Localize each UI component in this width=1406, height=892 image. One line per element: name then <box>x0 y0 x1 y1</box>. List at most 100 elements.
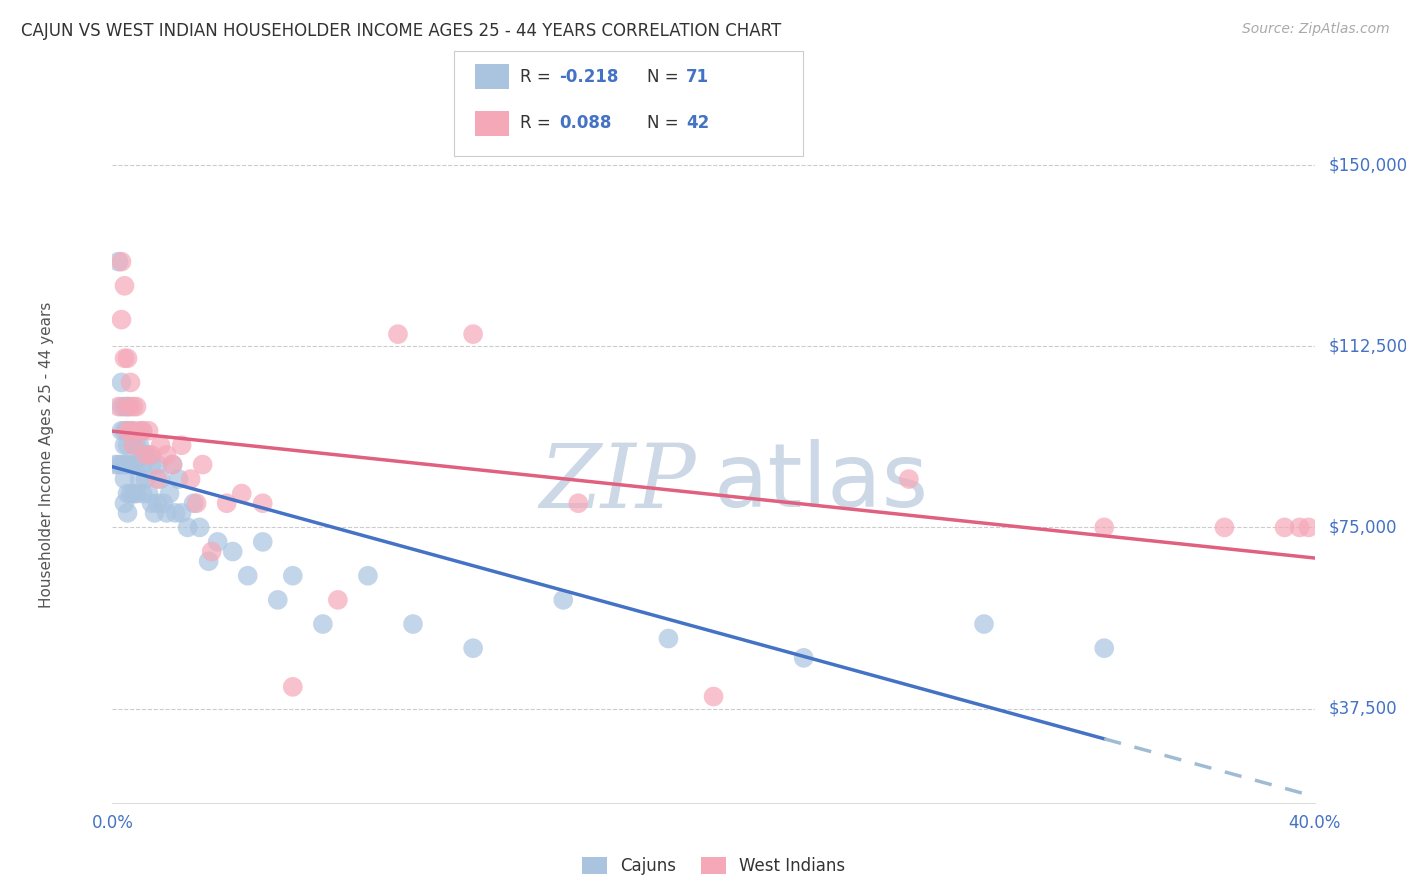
Point <box>461 327 484 342</box>
Point <box>122 438 145 452</box>
Point <box>120 424 142 438</box>
Point <box>146 472 169 486</box>
Point <box>402 617 425 632</box>
Point <box>207 534 229 549</box>
Point <box>104 458 127 472</box>
Point <box>120 424 142 438</box>
Point <box>553 592 575 607</box>
Point <box>1274 520 1296 534</box>
Point <box>128 472 150 486</box>
Point <box>146 496 169 510</box>
Point <box>567 496 589 510</box>
Point <box>110 312 132 326</box>
Point <box>110 254 132 268</box>
Point <box>114 351 136 366</box>
Point <box>165 506 187 520</box>
Point <box>122 458 145 472</box>
Point <box>110 376 132 390</box>
Point <box>114 438 136 452</box>
Point <box>114 278 136 293</box>
Point <box>141 458 163 472</box>
Point <box>357 568 380 582</box>
Text: N =: N = <box>647 68 683 86</box>
Legend: Cajuns, West Indians: Cajuns, West Indians <box>575 850 852 881</box>
Point <box>117 458 139 472</box>
Point <box>461 641 484 656</box>
Point <box>135 448 157 462</box>
Point <box>186 496 208 510</box>
Point <box>107 254 129 268</box>
Point <box>897 472 920 486</box>
Point <box>117 424 139 438</box>
Point <box>122 424 145 438</box>
Point <box>122 400 145 414</box>
Point <box>267 592 290 607</box>
Point <box>1298 520 1320 534</box>
Point <box>215 496 238 510</box>
Point <box>125 458 148 472</box>
Point <box>117 351 139 366</box>
Point <box>180 472 202 486</box>
Text: Source: ZipAtlas.com: Source: ZipAtlas.com <box>1241 22 1389 37</box>
Text: 71: 71 <box>686 68 709 86</box>
Point <box>120 376 142 390</box>
Text: $112,500: $112,500 <box>1329 337 1406 355</box>
Point <box>114 424 136 438</box>
Point <box>141 448 163 462</box>
Point <box>281 680 304 694</box>
Point <box>117 400 139 414</box>
Point <box>188 520 211 534</box>
Point <box>162 458 184 472</box>
Point <box>159 486 181 500</box>
Text: $75,000: $75,000 <box>1329 518 1398 536</box>
Point <box>122 486 145 500</box>
Text: atlas: atlas <box>713 439 929 526</box>
Point <box>155 448 177 462</box>
Point <box>252 534 274 549</box>
Point <box>1092 520 1115 534</box>
Point <box>128 424 150 438</box>
Text: 42: 42 <box>686 114 710 132</box>
Text: CAJUN VS WEST INDIAN HOUSEHOLDER INCOME AGES 25 - 44 YEARS CORRELATION CHART: CAJUN VS WEST INDIAN HOUSEHOLDER INCOME … <box>21 22 782 40</box>
Point <box>107 458 129 472</box>
Point <box>252 496 274 510</box>
Point <box>138 448 160 462</box>
Point <box>120 458 142 472</box>
Point <box>152 496 174 510</box>
Point <box>131 458 153 472</box>
Point <box>281 568 304 582</box>
Point <box>167 472 190 486</box>
Point <box>146 458 169 472</box>
Point <box>135 472 157 486</box>
Point <box>170 506 193 520</box>
Point <box>149 472 172 486</box>
Point <box>110 400 132 414</box>
Point <box>1288 520 1310 534</box>
Point <box>201 544 224 558</box>
Point <box>114 400 136 414</box>
Point <box>387 327 409 342</box>
Point <box>117 486 139 500</box>
Point <box>110 458 132 472</box>
Point <box>1092 641 1115 656</box>
Point <box>131 424 153 438</box>
Point <box>143 506 166 520</box>
Point <box>107 400 129 414</box>
Point <box>231 486 253 500</box>
Point <box>110 424 132 438</box>
Point <box>131 486 153 500</box>
Point <box>117 424 139 438</box>
Text: Householder Income Ages 25 - 44 years: Householder Income Ages 25 - 44 years <box>39 301 53 608</box>
Point <box>125 400 148 414</box>
Point <box>312 617 335 632</box>
Text: R =: R = <box>520 68 557 86</box>
Point <box>117 438 139 452</box>
Point <box>176 520 198 534</box>
Point <box>973 617 995 632</box>
Text: -0.218: -0.218 <box>560 68 619 86</box>
Point <box>120 400 142 414</box>
Point <box>155 506 177 520</box>
Point <box>197 554 219 568</box>
Point <box>162 458 184 472</box>
Text: R =: R = <box>520 114 557 132</box>
